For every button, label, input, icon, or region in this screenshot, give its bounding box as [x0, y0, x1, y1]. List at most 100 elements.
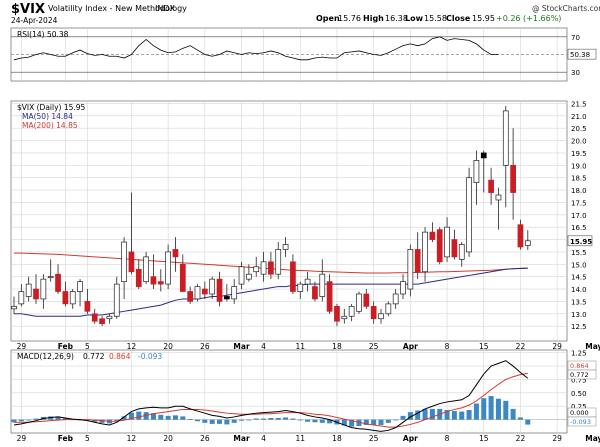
high-value: 16.38 — [385, 14, 408, 23]
x-tick-label: 18 — [332, 434, 342, 443]
price-tick-label: 21.0 — [571, 113, 587, 121]
candle-body — [326, 281, 333, 312]
rsi-current-box — [567, 48, 597, 60]
low-value: 15.58 — [424, 14, 447, 23]
candle-body — [363, 293, 370, 307]
x-tick-label: 25 — [369, 434, 379, 443]
change-value: +0.26 (+1.66%) — [496, 14, 561, 23]
macd-histogram-bar — [371, 419, 377, 425]
x-tick-label: May — [585, 434, 600, 443]
x-tick-label: Mar — [233, 434, 250, 443]
candle-body — [135, 268, 142, 287]
candle-body — [11, 306, 17, 310]
candle-body — [488, 179, 494, 193]
macd-histogram-bar — [517, 417, 523, 420]
macd-histogram-bar — [150, 413, 156, 420]
rsi-tick-label: 30 — [571, 69, 580, 77]
macd-histogram-bar — [503, 400, 509, 420]
macd-histogram-bar — [99, 419, 105, 423]
macd-histogram-bar — [400, 415, 406, 420]
candle-body — [407, 249, 414, 290]
x-tick-label: May — [585, 342, 600, 351]
macd-histogram-bar — [407, 412, 413, 420]
candle-body — [422, 231, 428, 273]
candle-body — [172, 249, 179, 258]
x-tick-label: 26 — [200, 434, 210, 443]
price-tick-label: 19.5 — [571, 150, 587, 158]
x-tick-label: 8 — [445, 434, 450, 443]
candle-body — [282, 244, 289, 250]
macd-legend-signal: 0.864 — [109, 352, 131, 361]
price-tick-label: 21.5 — [571, 100, 587, 108]
x-tick-label: 5 — [85, 434, 90, 443]
close-label: Close — [446, 14, 471, 23]
x-tick-label: Apr — [403, 434, 418, 443]
macd-histogram-bar — [224, 419, 230, 425]
macd-histogram-bar — [202, 419, 208, 423]
macd-histogram-bar — [11, 419, 17, 423]
macd-histogram-bar — [18, 419, 24, 422]
price-layer — [11, 105, 531, 327]
x-tick-label: 18 — [332, 342, 342, 351]
candle-body — [392, 293, 399, 305]
macd-current-label: 0.864 — [570, 362, 589, 370]
macd-layer — [11, 360, 531, 432]
macd-current-label: 0.000 — [570, 409, 589, 417]
macd-histogram-bar — [525, 419, 531, 425]
axis-layer: 29 29 Feb Feb 5 5 12 12 20 20 26 26 Mar Mar 4 4 11 11 18 18… — [17, 34, 600, 443]
candle-body — [356, 293, 362, 312]
candle-body — [40, 278, 47, 300]
macd-histogram-bar — [165, 415, 171, 420]
macd-signal-line — [14, 372, 528, 428]
macd-histogram-bar — [143, 412, 149, 420]
macd-histogram-bar — [290, 418, 296, 420]
rsi-current-label: 50.38 — [570, 51, 590, 59]
candle-body — [47, 276, 54, 279]
macd-histogram-bar — [349, 419, 355, 427]
x-tick-label: 11 — [295, 342, 305, 351]
macd-tick-label: 0.75 — [571, 376, 587, 384]
macd-histogram-bar — [268, 418, 274, 420]
x-tick-label: Feb — [58, 342, 74, 351]
open-value: 15.76 — [338, 14, 361, 23]
x-tick-label: 8 — [445, 342, 450, 351]
x-tick-label: 29 — [552, 342, 562, 351]
candle-body — [62, 291, 69, 305]
candle-body — [260, 261, 267, 275]
macd-histogram-bar — [356, 419, 362, 427]
candle-body — [502, 110, 509, 166]
x-tick-label: 22 — [516, 342, 526, 351]
macd-histogram-bar — [158, 414, 164, 420]
price-panel — [10, 100, 568, 342]
candle-body — [253, 266, 260, 273]
x-tick-label: Feb — [58, 434, 74, 443]
candle-body — [150, 276, 157, 285]
candle-body — [334, 306, 340, 322]
candle-body — [128, 251, 135, 273]
x-tick-label: 20 — [163, 342, 173, 351]
macd-histogram-bar — [459, 411, 465, 420]
x-tick-label: 4 — [261, 434, 266, 443]
x-tick-label: 4 — [261, 342, 266, 351]
chart-exchange: INDX — [155, 4, 176, 13]
candle-body — [319, 273, 326, 297]
candle-body — [341, 315, 348, 320]
macd-legend-name: MACD(12,26,9) — [17, 352, 74, 361]
macd-histogram-bar — [187, 419, 193, 420]
macd-histogram-bar — [217, 419, 223, 424]
candle-body — [157, 281, 164, 285]
candle-body — [224, 296, 230, 300]
price-tick-label: 18.0 — [571, 187, 587, 195]
candle-body — [385, 303, 392, 315]
candle-body — [510, 164, 516, 193]
candle-body — [121, 241, 127, 282]
macd-current-box — [567, 416, 597, 427]
candle-body — [297, 283, 304, 292]
candle-body — [400, 281, 406, 295]
macd-histogram-bar — [114, 419, 120, 421]
macd-histogram-bar — [246, 419, 252, 421]
macd-histogram-bar — [136, 411, 142, 420]
ma200-legend: MA(200) 14.85 — [22, 121, 78, 130]
candle-body — [179, 263, 186, 292]
candle-body — [414, 249, 421, 273]
